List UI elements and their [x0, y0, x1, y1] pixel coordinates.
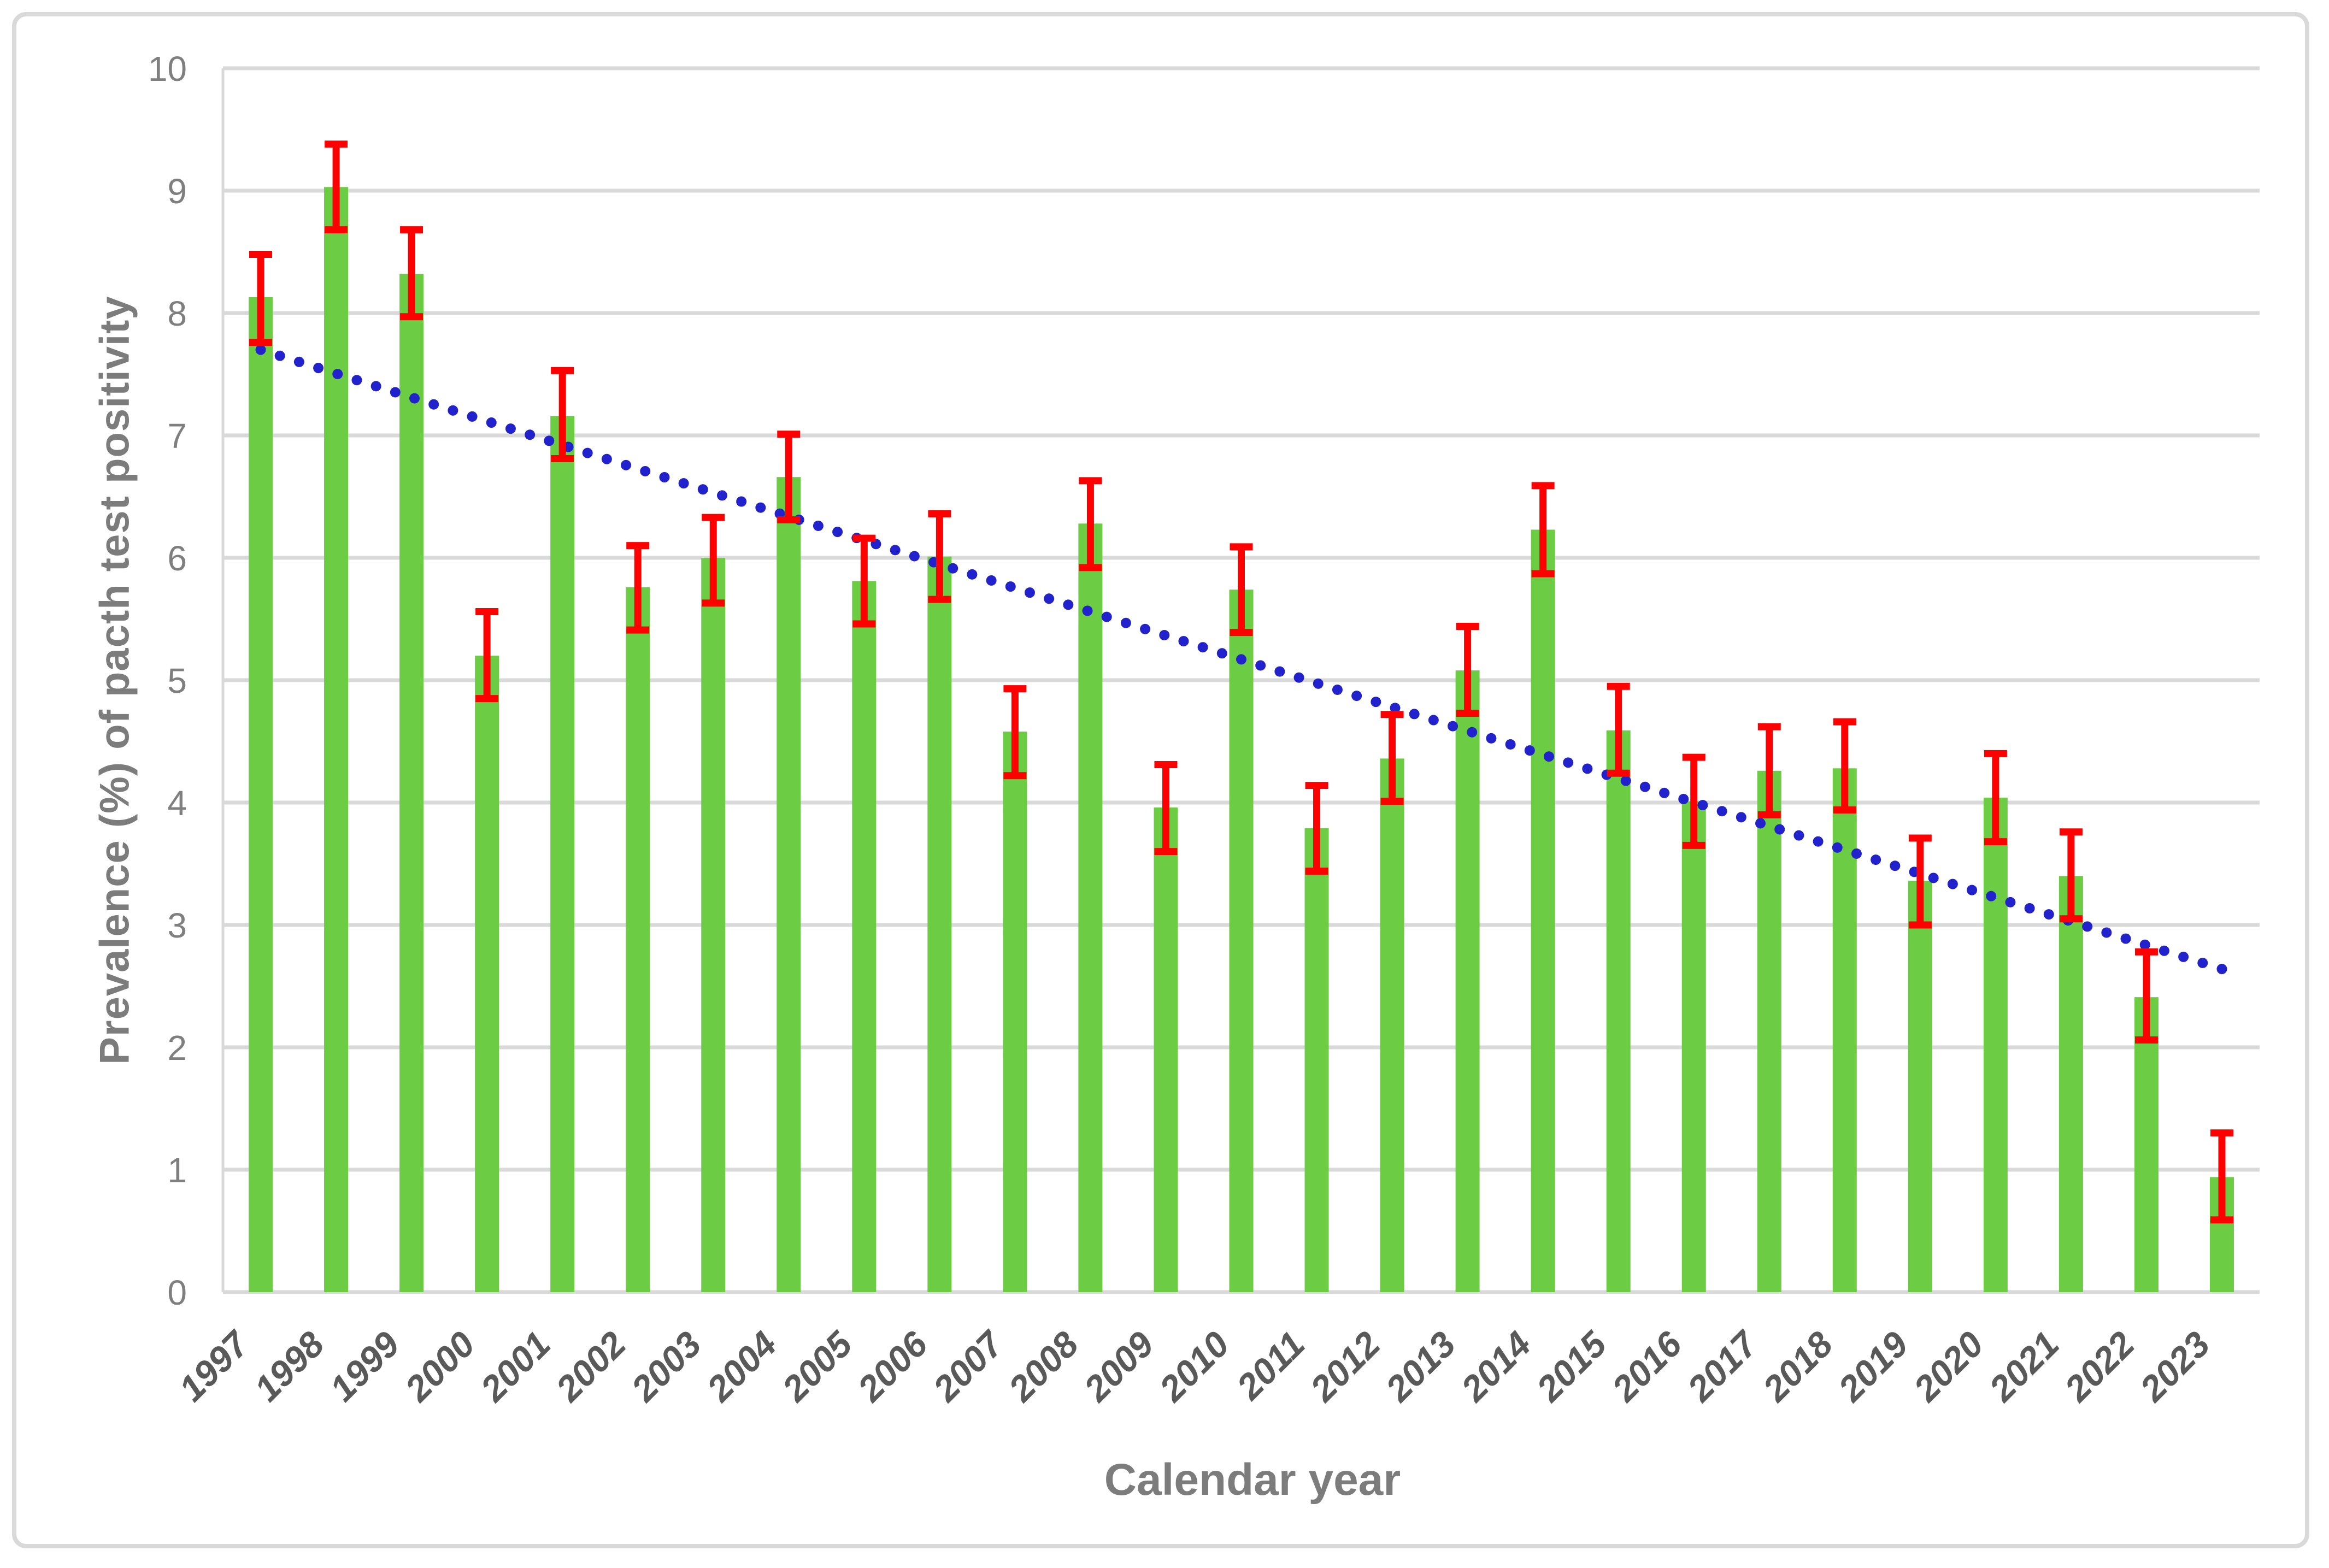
error-bar-2020: [1984, 750, 2007, 846]
bar-2003: [701, 558, 726, 1292]
bar-2000: [475, 656, 499, 1292]
bar-2017: [1757, 770, 1781, 1292]
y-tick-label: 9: [167, 172, 187, 211]
y-tick-label: 5: [167, 661, 187, 700]
y-tick-label: 4: [167, 783, 187, 823]
error-bar-2010: [1230, 543, 1253, 636]
error-bar-2002: [626, 542, 650, 634]
x-tick-label: 1999: [322, 1323, 407, 1408]
bar-2011: [1304, 828, 1329, 1292]
x-tick-label: 2021: [1980, 1324, 2067, 1410]
error-bar-2000: [475, 608, 499, 703]
error-bar-2011: [1305, 782, 1328, 875]
error-bar-2012: [1380, 711, 1404, 805]
bar-2016: [1681, 801, 1706, 1292]
bar-2020: [1983, 798, 2008, 1292]
y-tick-label: 7: [167, 416, 187, 456]
error-bar-2007: [1003, 685, 1027, 780]
x-tick-label: 1997: [171, 1322, 257, 1408]
bar-2021: [2059, 876, 2083, 1292]
error-bars: [249, 140, 2233, 1224]
y-tick-label: 1: [167, 1151, 187, 1190]
y-tick-label: 0: [167, 1273, 187, 1312]
x-axis-title: Calendar year: [1104, 1455, 1401, 1505]
x-tick-label: 1998: [246, 1323, 332, 1408]
x-tick-label: 2003: [623, 1324, 709, 1410]
bar-2004: [777, 477, 801, 1293]
x-tick-label: 2001: [472, 1324, 558, 1410]
x-tick-label: 2011: [1228, 1324, 1312, 1408]
error-bar-1997: [249, 250, 273, 346]
error-bar-1999: [400, 226, 424, 321]
bar-2019: [1908, 881, 1932, 1292]
y-tick-label: 6: [167, 539, 187, 578]
bar-2012: [1380, 758, 1404, 1292]
x-tick-label: 2008: [1000, 1323, 1086, 1410]
y-axis-title: Prevalence (%) of pacth test positivity: [91, 296, 138, 1065]
x-tick-label: 2020: [1905, 1323, 1991, 1410]
error-bar-2013: [1456, 622, 1479, 717]
error-bar-2017: [1757, 723, 1781, 818]
bar-2014: [1531, 529, 1555, 1292]
bar-1997: [249, 297, 273, 1292]
error-bar-2004: [777, 431, 801, 524]
error-bar-2022: [2134, 948, 2158, 1044]
error-bar-2005: [852, 534, 876, 628]
x-tick-label: 2009: [1075, 1323, 1162, 1410]
x-tick-label: 2012: [1302, 1323, 1388, 1410]
bar-2007: [1003, 732, 1027, 1292]
bar-1999: [399, 274, 424, 1292]
bar-2008: [1078, 523, 1103, 1292]
x-tick-label: 2014: [1452, 1324, 1539, 1410]
error-bar-2003: [702, 514, 725, 607]
x-tick-label: 2015: [1528, 1323, 1614, 1410]
x-axis-labels: 1997199819992000200120022003200420052006…: [171, 1322, 2218, 1410]
error-bar-2008: [1079, 477, 1102, 571]
x-tick-label: 2018: [1754, 1323, 1840, 1410]
error-bar-2018: [1833, 718, 1856, 814]
x-tick-label: 2010: [1151, 1323, 1237, 1410]
bar-1998: [324, 187, 349, 1292]
x-tick-label: 2004: [698, 1324, 785, 1410]
x-tick-label: 2002: [548, 1323, 634, 1410]
error-bar-2015: [1607, 682, 1630, 777]
x-tick-label: 2023: [2131, 1324, 2218, 1410]
x-tick-label: 2019: [1830, 1323, 1916, 1410]
y-tick-label: 8: [167, 294, 187, 333]
bar-2013: [1455, 670, 1480, 1292]
x-tick-label: 2006: [849, 1323, 936, 1410]
bars-series: [249, 187, 2234, 1293]
x-tick-label: 2013: [1377, 1324, 1463, 1410]
error-bar-2006: [928, 510, 951, 603]
x-tick-label: 2016: [1603, 1323, 1690, 1410]
x-tick-label: 2007: [925, 1322, 1012, 1410]
bar-2006: [927, 556, 952, 1292]
y-axis-labels: 0 1 2 3 4 5 6 7 8 9 10: [148, 49, 187, 1312]
x-tick-label: 2000: [396, 1323, 483, 1410]
error-bar-2016: [1682, 753, 1705, 849]
error-bar-2009: [1154, 761, 1178, 856]
error-bar-1998: [325, 140, 348, 234]
bar-2015: [1606, 730, 1631, 1292]
y-tick-label: 2: [167, 1028, 187, 1068]
y-tick-label: 10: [148, 49, 187, 89]
bar-2001: [550, 416, 575, 1293]
x-tick-label: 2005: [774, 1323, 860, 1410]
error-bar-2023: [2210, 1129, 2233, 1224]
error-bar-2021: [2059, 828, 2083, 923]
x-tick-label: 2022: [2056, 1323, 2142, 1410]
bar-2002: [626, 587, 650, 1292]
y-tick-label: 3: [167, 906, 187, 945]
bar-2010: [1229, 590, 1254, 1292]
error-bar-2001: [551, 367, 574, 463]
error-bar-2019: [1908, 834, 1932, 929]
error-bar-2014: [1531, 482, 1555, 577]
bar-2022: [2134, 997, 2159, 1292]
bar-2005: [852, 581, 877, 1292]
bar-2009: [1154, 807, 1178, 1292]
x-tick-label: 2017: [1679, 1322, 1766, 1410]
